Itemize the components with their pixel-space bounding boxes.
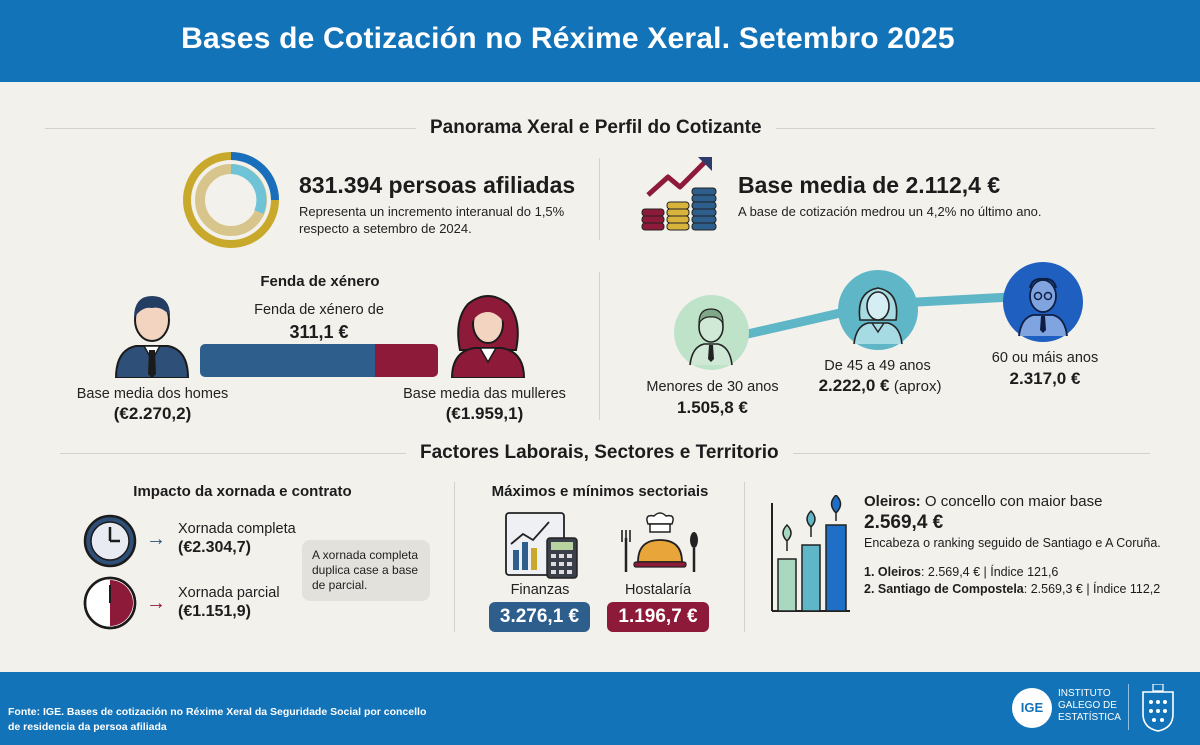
part-time-label: Xornada parcial	[178, 585, 280, 601]
sectors-title: Máximos e mínimos sectoriais	[491, 483, 709, 500]
org-line2: GALEGO DE	[1058, 700, 1117, 711]
territory-rank1: 1. Oleiros: 2.569,4 € | Índice 121,6	[864, 565, 1058, 579]
affiliates-donut-icon	[183, 152, 279, 248]
young-person-icon	[689, 308, 733, 366]
age-young-value: 1.505,8 €	[677, 398, 748, 417]
sector-max-pill: 3.276,1 €	[489, 602, 590, 632]
gender-gap-bar-men	[200, 344, 375, 377]
vertical-divider-2	[599, 272, 600, 420]
men-label: Base media dos homes	[76, 386, 229, 402]
coins-growth-icon	[641, 157, 717, 231]
sector-min-pill: 1.196,7 €	[607, 602, 709, 632]
age-middle-suffix: (aprox)	[893, 378, 942, 395]
affiliates-line1: Representa un incremento interanual do 1…	[299, 204, 565, 219]
age-middle-value-wrap: 2.222,0 € (aprox)	[800, 376, 960, 396]
age-middle-value: 2.222,0 €	[818, 376, 890, 395]
age-circle-middle	[838, 270, 918, 350]
middle-age-person-icon	[853, 287, 903, 345]
full-time-value: (€2.304,7)	[178, 539, 251, 556]
affiliates-line2: respecto a setembro de 2024.	[299, 221, 472, 236]
arrow-right-icon: →	[146, 528, 166, 550]
women-label: Base media das mulleres	[403, 386, 566, 402]
xornada-note-bubble: A xornada completa duplica case a base d…	[302, 540, 430, 601]
ige-org-name: INSTITUTO GALEGO DE ESTATÍSTICA	[1058, 688, 1121, 724]
rank2-rest: : 2.569,3 € | Índice 112,2	[1023, 582, 1161, 596]
territory-value: 2.569,4 €	[864, 512, 944, 533]
age-circle-young	[674, 295, 749, 370]
section-title-factores: Factores Laborais, Sectores e Territorio	[406, 442, 793, 464]
footer-divider	[1128, 684, 1129, 730]
age-senior-value: 2.317,0 €	[1009, 369, 1081, 388]
part-time-clock-icon	[83, 576, 137, 630]
full-time-clock-icon	[83, 514, 137, 568]
ige-logo: IGE	[1012, 688, 1052, 728]
rank1-rest: : 2.569,4 € | Índice 121,6	[920, 565, 1059, 579]
hospitality-cloche-icon	[621, 512, 698, 572]
gender-title: Fenda de xénero	[260, 273, 380, 290]
section-title-panorama: Panorama Xeral e Perfil do Cotizante	[416, 117, 776, 139]
age-senior-label: 60 ou máis anos	[991, 350, 1099, 366]
footer-source: Fonte: IGE. Bases de cotización no Réxim…	[8, 706, 427, 733]
territory-bars-pins-icon	[771, 495, 850, 612]
galicia-shield-icon	[1142, 684, 1174, 732]
footer-bar: Fonte: IGE. Bases de cotización no Réxim…	[0, 672, 1200, 745]
finance-chart-icon	[505, 512, 578, 579]
territory-note: Encabeza o ranking seguido de Santiago e…	[864, 536, 1161, 550]
sector-max-label: Finanzas	[510, 582, 570, 598]
affiliates-headline: 831.394 persoas afiliadas	[299, 172, 576, 198]
org-line3: ESTATÍSTICA	[1058, 712, 1121, 723]
age-middle-label: De 45 a 49 anos	[824, 358, 931, 374]
base-media-headline: Base media de 2.112,4 €	[738, 172, 1001, 198]
territory-lead-rest: O concello con maior base	[920, 493, 1103, 510]
page-title: Bases de Cotización no Réxime Xeral. Set…	[181, 22, 955, 55]
territory-lead-bold: Oleiros:	[864, 493, 921, 510]
full-time-label: Xornada completa	[178, 521, 296, 537]
xornada-title: Impacto da xornada e contrato	[133, 483, 352, 500]
base-media-note: A base de cotización medrou un 4,2% no ú…	[738, 204, 1042, 219]
org-line1: INSTITUTO	[1058, 688, 1111, 699]
sector-min-label: Hostalaría	[624, 582, 692, 598]
men-value: (€2.270,2)	[113, 404, 192, 423]
gender-gap-label: Fenda de xénero de	[254, 302, 384, 318]
arrow-right-icon-2: →	[146, 592, 166, 614]
women-value: (€1.959,1)	[445, 404, 524, 423]
gender-gap-value: 311,1 €	[289, 322, 349, 342]
age-young-label: Menores de 30 anos	[646, 379, 779, 395]
vertical-divider	[599, 158, 600, 240]
man-avatar-icon	[114, 296, 190, 378]
woman-avatar-icon	[450, 295, 526, 378]
senior-person-icon	[1018, 277, 1068, 337]
part-time-value: (€1.151,9)	[178, 603, 251, 620]
vertical-divider-4	[744, 482, 745, 632]
rank2-bold: 2. Santiago de Compostela	[864, 582, 1024, 596]
header-bar: Bases de Cotización no Réxime Xeral. Set…	[0, 0, 1200, 82]
territory-lead: Oleiros: O concello con maior base	[864, 493, 1102, 510]
age-circle-senior	[1003, 262, 1083, 342]
gender-gap-bar	[200, 344, 438, 377]
vertical-divider-3	[454, 482, 455, 632]
gender-gap-bar-women	[374, 344, 438, 377]
territory-rank2: 2. Santiago de Compostela: 2.569,3 € | Í…	[864, 582, 1160, 596]
rank1-bold: 1. Oleiros	[864, 565, 921, 579]
